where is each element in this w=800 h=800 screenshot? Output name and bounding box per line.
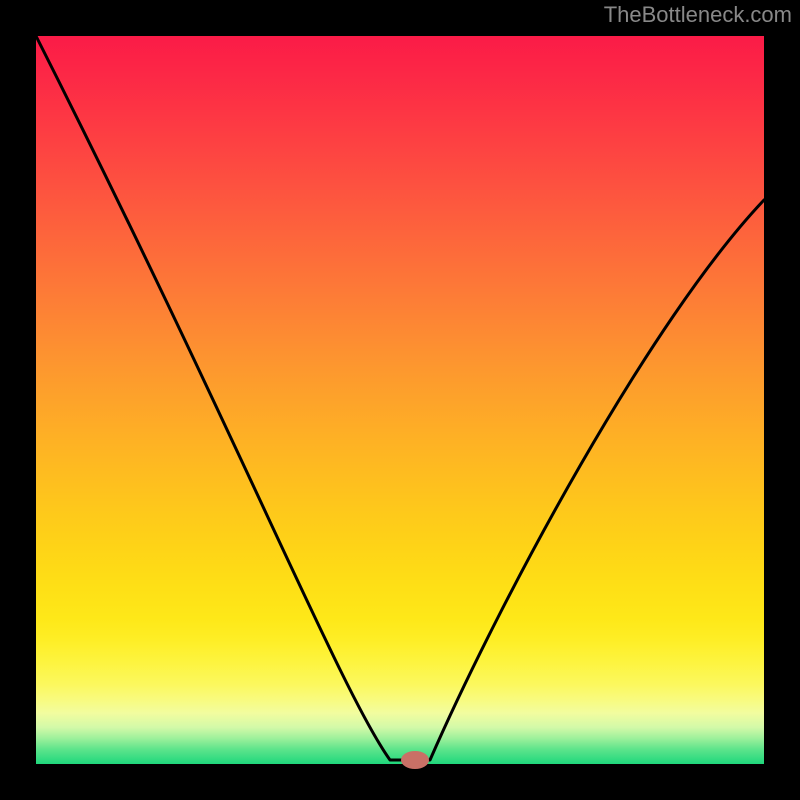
- chart-svg: [0, 0, 800, 800]
- chart-root: TheBottleneck.com: [0, 0, 800, 800]
- sweet-spot-marker: [401, 751, 429, 769]
- gradient-background: [36, 36, 764, 764]
